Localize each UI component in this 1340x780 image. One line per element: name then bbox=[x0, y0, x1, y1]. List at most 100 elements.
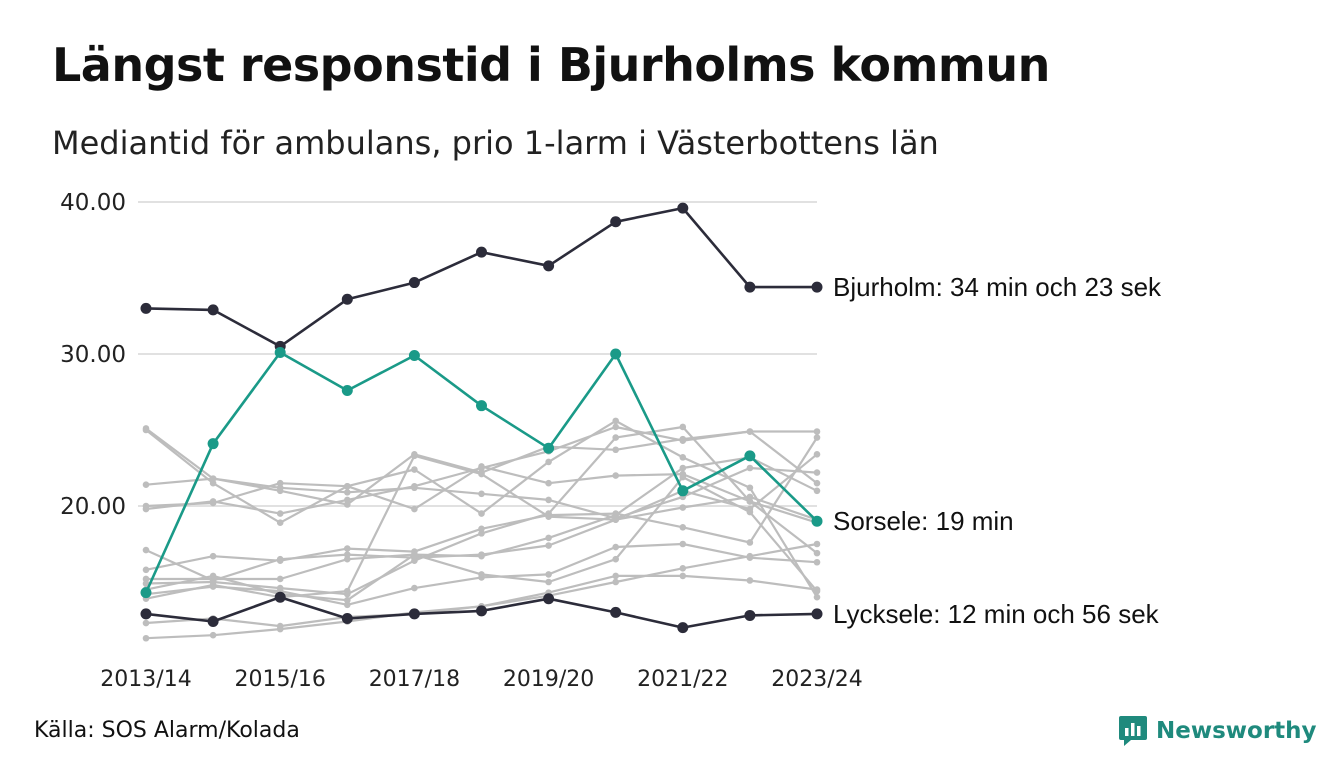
data-point bbox=[679, 504, 687, 511]
x-tick-label: 2015/16 bbox=[234, 667, 325, 692]
data-point bbox=[478, 571, 485, 578]
data-point bbox=[276, 519, 284, 527]
data-point bbox=[276, 575, 284, 583]
data-point bbox=[344, 596, 351, 604]
x-tick-label: 2019/20 bbox=[503, 667, 594, 692]
data-point bbox=[140, 302, 152, 314]
data-point bbox=[612, 472, 619, 479]
data-point bbox=[813, 487, 821, 495]
data-point bbox=[545, 479, 552, 487]
data-point bbox=[209, 498, 217, 505]
data-point bbox=[746, 428, 754, 435]
data-point bbox=[276, 479, 284, 487]
data-point bbox=[207, 304, 219, 316]
data-point bbox=[408, 350, 420, 362]
data-point bbox=[677, 485, 689, 497]
data-point bbox=[411, 466, 418, 473]
data-point bbox=[679, 540, 687, 548]
data-point bbox=[209, 572, 217, 580]
data-point bbox=[274, 591, 286, 603]
data-point bbox=[746, 498, 754, 505]
data-point bbox=[276, 510, 284, 517]
x-tick-label: 2021/22 bbox=[637, 667, 728, 692]
x-tick-label: 2023/24 bbox=[771, 667, 862, 692]
data-point bbox=[341, 384, 353, 396]
x-tick-label: 2017/18 bbox=[369, 667, 460, 692]
data-point bbox=[610, 348, 622, 360]
x-axis-ticks: 2013/14 2015/16 2017/18 2019/20 2021/22 2023/… bbox=[100, 667, 862, 692]
data-point bbox=[545, 496, 552, 504]
data-point bbox=[140, 608, 152, 620]
data-point bbox=[476, 605, 487, 617]
data-point bbox=[744, 450, 756, 462]
data-point bbox=[679, 565, 687, 572]
data-point bbox=[341, 293, 353, 305]
data-point bbox=[142, 481, 150, 489]
data-point bbox=[478, 510, 485, 517]
data-point bbox=[813, 549, 821, 557]
data-point bbox=[411, 452, 418, 460]
data-point bbox=[677, 202, 689, 214]
data-point bbox=[813, 479, 821, 487]
data-point bbox=[142, 566, 150, 574]
data-point bbox=[478, 530, 485, 537]
data-point bbox=[276, 484, 284, 492]
data-point bbox=[276, 557, 284, 565]
data-point bbox=[140, 587, 152, 599]
data-point bbox=[476, 400, 487, 412]
data-point bbox=[612, 572, 619, 580]
data-point bbox=[344, 496, 351, 504]
data-point bbox=[478, 552, 485, 560]
x-tick-label: 2013/14 bbox=[100, 667, 191, 692]
series-sorsele bbox=[140, 346, 823, 599]
data-point bbox=[341, 612, 353, 624]
data-point bbox=[813, 586, 821, 593]
data-point bbox=[679, 423, 687, 431]
data-point bbox=[545, 571, 552, 578]
data-point bbox=[612, 446, 619, 454]
data-point bbox=[811, 281, 823, 293]
data-point bbox=[344, 545, 351, 552]
data-point bbox=[746, 539, 754, 546]
data-point bbox=[610, 216, 622, 228]
data-point bbox=[811, 515, 823, 527]
data-point bbox=[142, 580, 150, 587]
data-point bbox=[612, 543, 619, 551]
y-tick-label: 30.00 bbox=[60, 342, 126, 368]
data-point bbox=[545, 542, 552, 549]
data-point bbox=[813, 540, 821, 548]
data-point bbox=[276, 625, 284, 633]
data-point bbox=[478, 464, 485, 472]
data-point bbox=[207, 438, 219, 450]
data-point bbox=[142, 619, 150, 627]
data-point bbox=[679, 454, 687, 461]
data-point bbox=[545, 578, 552, 586]
highlighted-series bbox=[140, 202, 823, 634]
data-point bbox=[408, 277, 420, 289]
data-point bbox=[679, 523, 687, 531]
series-line bbox=[144, 206, 819, 348]
data-point bbox=[679, 464, 687, 472]
series-background-6 bbox=[142, 423, 821, 517]
data-point bbox=[746, 552, 754, 560]
data-point bbox=[679, 437, 687, 444]
data-point bbox=[610, 606, 622, 618]
data-point bbox=[142, 575, 150, 583]
newsworthy-logo-icon bbox=[1119, 716, 1147, 746]
data-point bbox=[344, 555, 351, 563]
series-label-lycksele: Lycksele: 12 min och 56 sek bbox=[833, 599, 1160, 629]
data-point bbox=[545, 458, 552, 466]
data-point bbox=[612, 511, 619, 519]
data-point bbox=[478, 525, 485, 533]
data-point bbox=[545, 534, 552, 542]
series-label-sorsele: Sorsele: 19 min bbox=[833, 506, 1014, 536]
data-point bbox=[746, 484, 754, 492]
newsworthy-logo[interactable]: Newsworthy bbox=[1118, 714, 1317, 748]
data-point bbox=[813, 593, 821, 601]
data-point bbox=[209, 479, 217, 487]
data-point bbox=[543, 593, 555, 605]
series-lycksele bbox=[140, 591, 823, 634]
data-point bbox=[209, 552, 217, 560]
y-tick-label: 20.00 bbox=[60, 494, 126, 520]
